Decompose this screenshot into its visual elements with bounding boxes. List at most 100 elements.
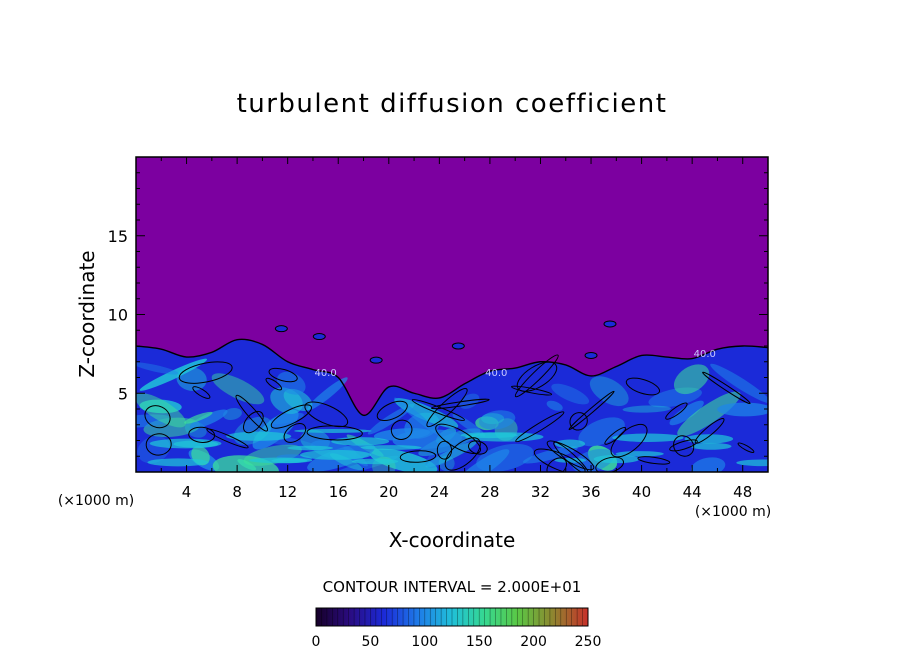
turbulence-patch: [710, 363, 768, 404]
plot-area: [136, 157, 768, 472]
isolated-eddy: [369, 356, 383, 364]
contour-line: [426, 388, 468, 428]
surface-band: [147, 458, 209, 467]
contour-line: [206, 428, 249, 449]
x-tick-label: 40: [632, 483, 651, 501]
chart-title: turbulent diffusion coefficient: [237, 89, 668, 119]
contour-line: [511, 385, 553, 396]
colorbar-tick-label: 200: [520, 634, 547, 650]
contour-value-label: 40.0: [485, 368, 507, 379]
contour-line: [669, 439, 698, 452]
colorbar-tick-label: 0: [312, 634, 321, 650]
contour-line: [637, 456, 671, 465]
contour-line: [444, 437, 481, 471]
contour-line: [265, 377, 283, 391]
isolated-eddy: [274, 325, 288, 333]
contour-line: [595, 456, 624, 472]
contour-value-labels: 40.0 40.0 40.0: [314, 349, 715, 379]
turbulence-patch: [369, 448, 438, 472]
turbulence-patch: [223, 407, 242, 420]
contour-line: [533, 448, 586, 472]
x-tick-label: 44: [683, 483, 702, 501]
contour-line: [516, 361, 558, 392]
contour-line: [283, 423, 307, 443]
surface-band: [360, 445, 422, 450]
turbulence-patch: [394, 397, 441, 436]
turbulence-patch: [176, 367, 207, 391]
surface-band: [460, 432, 518, 439]
surface-band: [149, 438, 222, 449]
surface-band: [271, 458, 308, 464]
colorbar-tick-labels: 0 50 100 150 200 250: [312, 634, 602, 650]
turbulence-patch: [717, 402, 768, 417]
x-tick-label: 36: [581, 483, 600, 501]
turbulence-patch: [276, 371, 306, 395]
contour-line: [235, 394, 268, 432]
turbulence-patch: [669, 400, 704, 426]
contour-boundary: [136, 338, 768, 416]
x-unit-left: (×1000 m): [58, 493, 134, 509]
y-tick-label: 5: [118, 384, 128, 403]
turbulence-patch: [189, 409, 228, 429]
turbulence-patch: [438, 455, 455, 472]
x-axis-ticks: 4 8 12 16 20 24 28 32 36 40 44 48: [160, 157, 752, 501]
surface-band: [684, 434, 734, 444]
turbulence-patch: [578, 417, 625, 447]
turbulence-patch: [455, 449, 510, 472]
surface-band: [351, 458, 399, 465]
x-axis-label: X-coordinate: [389, 528, 516, 552]
colorbar-tick-label: 250: [575, 634, 602, 650]
isolated-eddy: [584, 351, 598, 359]
surface-band: [331, 437, 390, 446]
y-axis-ticks: 5 10 15: [108, 172, 768, 457]
colorbar-tick-label: 100: [411, 634, 438, 650]
contour-line: [702, 371, 751, 405]
x-unit-right: (×1000 m): [695, 504, 771, 520]
contour-line: [546, 440, 595, 471]
surface-band: [287, 445, 334, 451]
contour-line: [145, 433, 172, 456]
contour-line: [514, 354, 559, 398]
turbulence-patch: [677, 391, 741, 437]
contour-value-label: 40.0: [694, 349, 716, 360]
contour-line: [604, 426, 627, 445]
turbulence-patch: [478, 410, 516, 430]
turbulence-field: [136, 339, 768, 472]
surface-band: [294, 428, 372, 433]
y-tick-label: 10: [108, 306, 128, 325]
contour-line: [268, 367, 298, 383]
turbulence-patch: [394, 398, 459, 429]
isolated-eddy: [451, 342, 465, 350]
contour-value-label: 40.0: [314, 368, 336, 379]
surface-band: [615, 451, 664, 457]
turbulence-patch: [481, 413, 505, 425]
contour-line: [390, 419, 413, 440]
contour-line: [144, 405, 171, 429]
x-tick-label: 20: [379, 483, 398, 501]
contour-line: [610, 423, 648, 458]
contour-line: [694, 418, 725, 444]
x-tick-label: 4: [182, 483, 192, 501]
surface-band: [612, 433, 684, 442]
x-tick-label: 12: [278, 483, 297, 501]
contour-line: [515, 411, 565, 443]
contour-line: [376, 400, 408, 422]
colorbar-frame: [315, 607, 589, 627]
surface-band: [300, 449, 372, 460]
turbulence-patch: [211, 373, 265, 405]
surface-band: [690, 442, 732, 450]
colorbar-tick-label: 150: [466, 634, 493, 650]
x-tick-label: 28: [480, 483, 499, 501]
y-axis-label: Z-coordinate: [75, 250, 99, 377]
turbulence-patch: [622, 405, 671, 413]
x-tick-label: 24: [430, 483, 449, 501]
turbulence-patch: [551, 383, 590, 405]
surface-band: [226, 431, 292, 441]
turbulence-patch: [673, 364, 710, 395]
x-tick-label: 48: [733, 483, 752, 501]
surface-band: [736, 459, 768, 467]
turbulence-patch: [136, 393, 187, 428]
x-tick-label: 8: [232, 483, 242, 501]
turbulence-patch: [136, 362, 179, 375]
